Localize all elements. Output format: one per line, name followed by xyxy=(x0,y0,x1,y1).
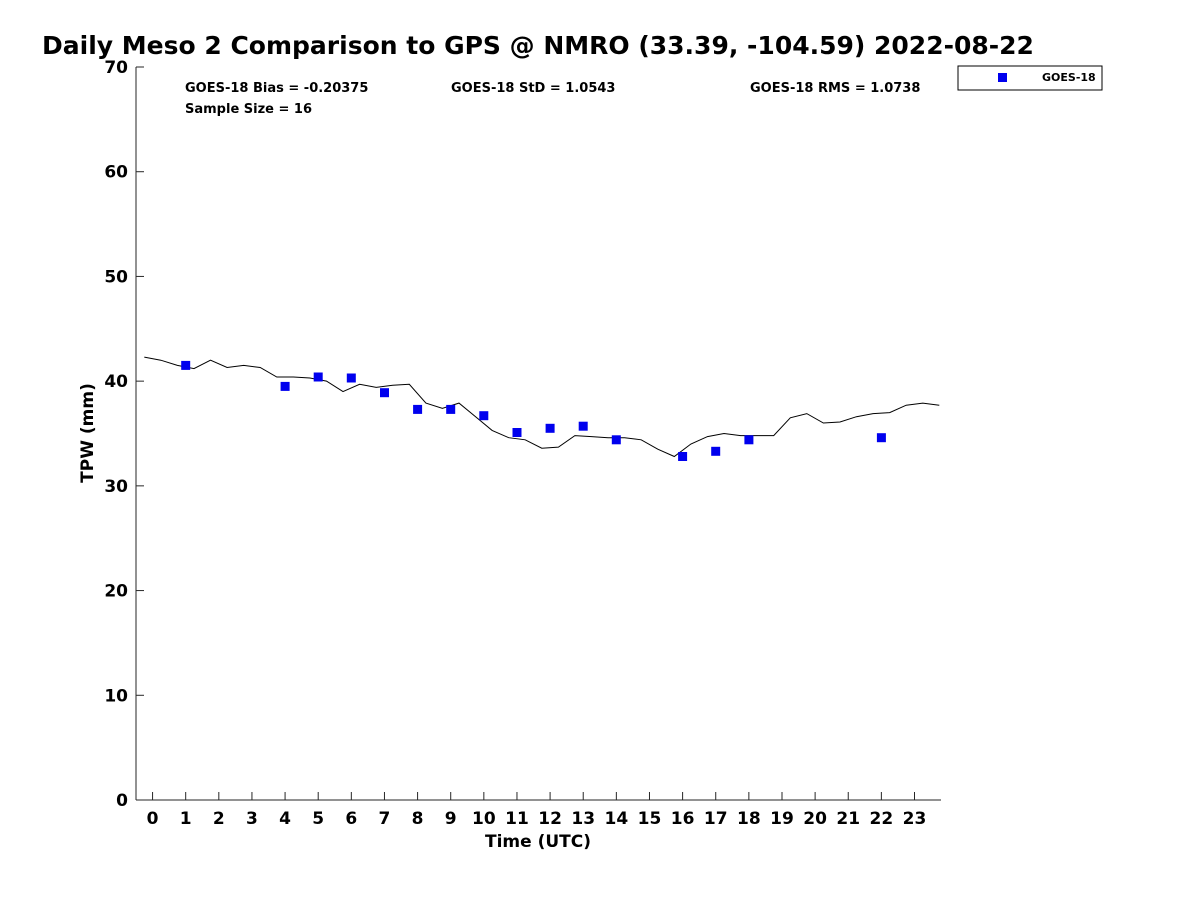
x-tick-label: 7 xyxy=(379,809,391,829)
x-tick-label: 9 xyxy=(445,809,457,829)
goes-18-data-point xyxy=(545,423,555,433)
y-ticks: 0 10 20 30 40 50 60 70 xyxy=(104,58,144,811)
y-tick-label: 40 xyxy=(104,372,128,392)
gps-tpw-line xyxy=(144,356,940,458)
x-tick-label: 13 xyxy=(571,809,595,829)
legend-marker-goes-18 xyxy=(998,73,1007,82)
goes-18-data-point xyxy=(380,388,389,398)
series-layer xyxy=(144,356,940,461)
goes-18-data-point xyxy=(446,404,456,414)
y-tick-label: 70 xyxy=(104,58,128,78)
x-tick-label: 14 xyxy=(605,809,629,829)
y-axis-label: TPW (mm) xyxy=(78,383,98,483)
stat-bias: GOES-18 Bias = -0.20375 xyxy=(185,81,368,96)
stat-rms: GOES-18 RMS = 1.0738 xyxy=(750,81,920,96)
y-tick-label: 50 xyxy=(104,267,128,287)
x-tick-label: 4 xyxy=(279,809,291,829)
x-tick-label: 11 xyxy=(505,809,529,829)
goes-18-data-point xyxy=(876,433,886,443)
y-tick-label: 30 xyxy=(104,477,128,497)
x-ticks: 0 1 2 3 4 5 6 7 8 9 10 11 12 13 14 15 16 17 18 19 20 21 22 23 xyxy=(147,792,927,829)
x-tick-label: 3 xyxy=(246,809,258,829)
plot-area xyxy=(135,67,941,801)
x-tick-label: 6 xyxy=(345,809,357,829)
x-tick-label: 1 xyxy=(180,809,192,829)
goes-18-data-point xyxy=(611,435,621,445)
legend: GOES-18 xyxy=(957,65,1103,91)
x-tick-label: 5 xyxy=(312,809,324,829)
goes-18-data-point xyxy=(578,421,588,431)
x-axis-label: Time (UTC) xyxy=(485,832,591,852)
x-tick-label: 2 xyxy=(213,809,225,829)
y-tick-label: 60 xyxy=(104,163,128,183)
goes-18-data-point xyxy=(313,372,323,382)
chart-title: Daily Meso 2 Comparison to GPS @ NMRO (3… xyxy=(42,31,1034,60)
legend-box xyxy=(957,65,1103,91)
x-tick-label: 20 xyxy=(803,809,827,829)
y-tick-label: 20 xyxy=(104,582,128,602)
x-tick-label: 22 xyxy=(870,809,894,829)
x-tick-label: 18 xyxy=(737,809,761,829)
y-tick-label: 0 xyxy=(116,791,128,811)
x-tick-label: 19 xyxy=(770,809,794,829)
y-tick-label: 10 xyxy=(104,686,128,706)
x-tick-label: 21 xyxy=(836,809,860,829)
goes-18-data-point xyxy=(280,381,290,391)
x-tick-label: 17 xyxy=(704,809,728,829)
x-tick-label: 15 xyxy=(638,809,662,829)
x-tick-label: 0 xyxy=(147,809,159,829)
x-tick-label: 8 xyxy=(412,809,424,829)
stat-sample-size: Sample Size = 16 xyxy=(185,102,312,117)
goes-18-data-point xyxy=(413,404,423,414)
goes-18-data-point xyxy=(346,373,356,383)
stat-std: GOES-18 StD = 1.0543 xyxy=(451,81,615,96)
goes-18-data-point xyxy=(744,435,754,445)
legend-label-goes-18: GOES-18 xyxy=(1042,71,1096,84)
goes-18-data-point xyxy=(181,360,191,370)
goes-18-data-point xyxy=(479,411,489,421)
x-tick-label: 23 xyxy=(903,809,927,829)
goes-18-data-point xyxy=(711,446,721,456)
x-tick-label: 10 xyxy=(472,809,496,829)
x-tick-label: 12 xyxy=(538,809,562,829)
goes-18-data-point xyxy=(678,452,688,461)
x-tick-label: 16 xyxy=(671,809,695,829)
goes-18-data-point xyxy=(512,428,522,437)
